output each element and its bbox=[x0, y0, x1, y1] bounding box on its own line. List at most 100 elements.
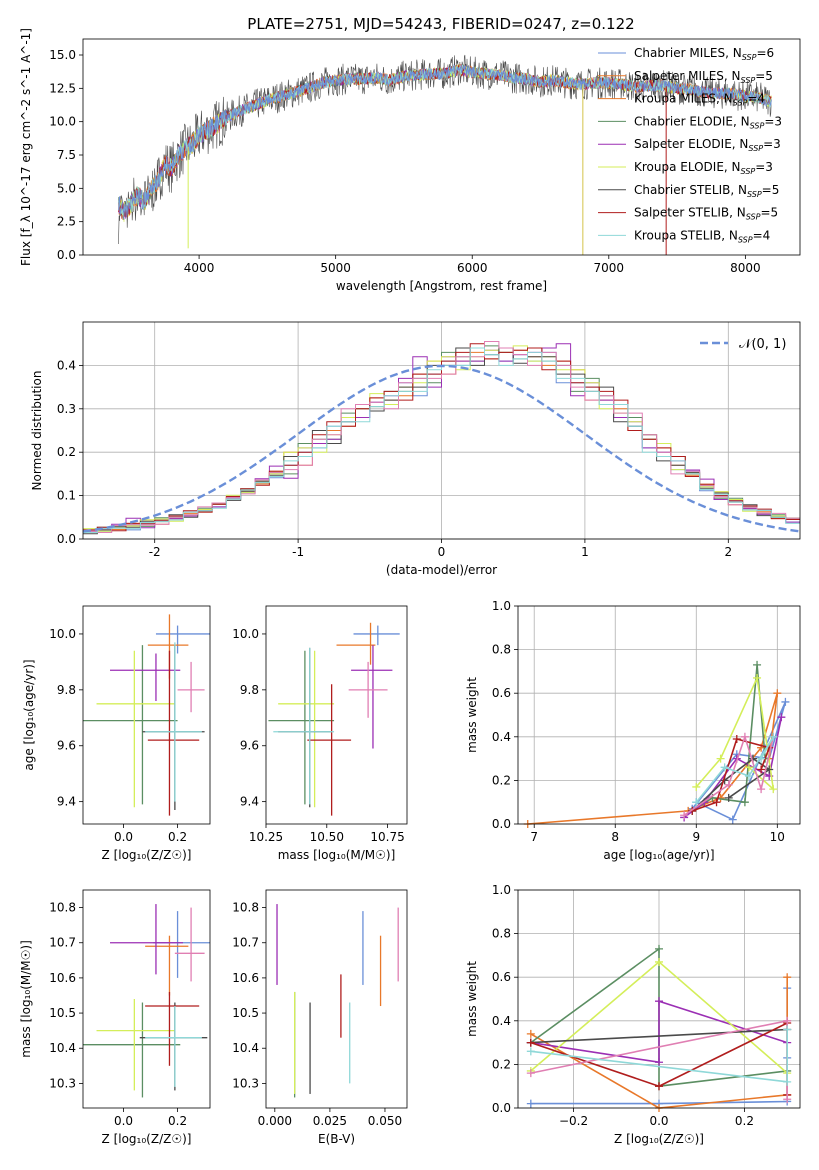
weight-marker bbox=[740, 732, 749, 741]
weight-marker bbox=[720, 763, 729, 772]
y-tick-label: 10.5 bbox=[49, 1006, 76, 1020]
y-tick-label: 9.4 bbox=[240, 795, 259, 809]
weight-marker bbox=[769, 785, 778, 794]
weight-marker bbox=[769, 732, 778, 741]
y-tick-label: 10.6 bbox=[232, 971, 259, 985]
legend-label: Salpeter ELODIE, NSSP=3 bbox=[634, 137, 781, 153]
weight-marker bbox=[753, 660, 762, 669]
axes-frame bbox=[517, 889, 801, 1109]
legend-label: Salpeter STELIB, NSSP=5 bbox=[634, 206, 778, 222]
y-tick-label: 0.1 bbox=[57, 489, 76, 503]
y-tick-label: 0.6 bbox=[492, 686, 511, 700]
x-tick-label: 0.0 bbox=[649, 1114, 668, 1128]
y-tick-label: 0.0 bbox=[492, 1101, 511, 1115]
weight-marker bbox=[655, 997, 663, 1006]
weight-marker bbox=[744, 763, 753, 772]
y-tick-label: 9.6 bbox=[57, 739, 76, 753]
x-tick-label: 10 bbox=[770, 830, 785, 844]
legend-label: 𝒩(0, 1) bbox=[739, 337, 786, 352]
y-axis-label: mass weight bbox=[465, 961, 479, 1037]
normal-curve bbox=[83, 364, 800, 533]
y-tick-label: 0.0 bbox=[492, 817, 511, 831]
weight-marker bbox=[783, 973, 792, 982]
spectrum-panel: 4000 5000 6000 7000 8000 0.0 2.5 5.0 7.5 10.0 12.5… bbox=[19, 28, 801, 293]
x-tick-label: -2 bbox=[149, 545, 161, 559]
legend-label: Chabrier STELIB, NSSP=5 bbox=[634, 183, 779, 199]
y-tick-label: 0.6 bbox=[492, 970, 511, 984]
y-tick-label: 10.4 bbox=[232, 1041, 259, 1055]
spectrum-line bbox=[118, 64, 772, 220]
x-tick-label: 6000 bbox=[457, 261, 488, 275]
massweight-vs-age-panel: 7 8 9 10 0.0 0.2 0.4 0.6 0.8 1.0 age [log₁₀(age/yr… bbox=[465, 599, 801, 862]
weight-marker bbox=[783, 1016, 792, 1025]
weight-marker bbox=[655, 1058, 663, 1067]
weight-line bbox=[530, 1000, 788, 1064]
histogram-step bbox=[83, 343, 800, 532]
x-axis-label: (data-model)/error bbox=[386, 563, 497, 577]
x-axis-label: Z [log₁₀(Z/Z☉)] bbox=[614, 1132, 704, 1146]
histogram-step bbox=[83, 347, 800, 533]
weight-marker bbox=[781, 697, 790, 706]
weight-marker bbox=[526, 1069, 535, 1078]
axes-frame bbox=[82, 889, 211, 1109]
weight-marker bbox=[777, 713, 786, 722]
figure-title: PLATE=2751, MJD=54243, FIBERID=0247, z=0… bbox=[247, 15, 634, 33]
y-tick-label: 10.4 bbox=[49, 1041, 76, 1055]
residuals-panel: -2 -1 0 1 2 0.0 0.1 0.2 0.3 0.4 (data-model)/error… bbox=[30, 321, 801, 577]
y-tick-label: 10.0 bbox=[232, 627, 259, 641]
axes-frame bbox=[265, 605, 408, 825]
y-tick-label: 15.0 bbox=[49, 48, 76, 62]
x-tick-label: 0.050 bbox=[368, 1114, 402, 1128]
x-tick-label: 10.75 bbox=[370, 830, 404, 844]
y-tick-label: 10.3 bbox=[49, 1076, 76, 1090]
y-axis-label: Normed distribution bbox=[30, 371, 44, 491]
weight-marker bbox=[740, 798, 749, 807]
y-tick-label: 0.0 bbox=[57, 248, 76, 262]
weight-marker bbox=[744, 772, 753, 781]
mass-vs-metallicity-panel: 0.0 0.2 10.3 10.4 10.5 10.6 10.7 10.8 Z [log₁₀(Z… bbox=[19, 889, 211, 1146]
weight-marker bbox=[716, 754, 725, 763]
y-tick-label: 0.4 bbox=[492, 1014, 511, 1028]
x-tick-label: 4000 bbox=[184, 261, 215, 275]
age-vs-mass-panel: 10.25 10.50 10.75 9.4 9.6 9.8 10.0 mass [log₁₀(… bbox=[232, 605, 408, 862]
x-tick-label: 0.2 bbox=[168, 830, 187, 844]
y-axis-label: Flux [f_λ 10^-17 erg cm^-2 s^-1 A^-1] bbox=[19, 28, 33, 266]
axes-frame bbox=[82, 321, 801, 540]
x-tick-label: 10.50 bbox=[310, 830, 344, 844]
x-tick-label: 0.0 bbox=[114, 830, 133, 844]
legend-label: Salpeter MILES, NSSP=5 bbox=[634, 69, 773, 85]
legend-label: Kroupa STELIB, NSSP=4 bbox=[634, 228, 770, 244]
x-tick-label: 9 bbox=[692, 830, 700, 844]
y-tick-label: 10.3 bbox=[232, 1076, 259, 1090]
legend-label: Kroupa MILES, NSSP=4 bbox=[634, 92, 765, 108]
weight-marker bbox=[783, 1095, 792, 1104]
y-tick-label: 9.6 bbox=[240, 739, 259, 753]
y-axis-label: mass [log₁₀(M/M☉)] bbox=[19, 940, 33, 1058]
weight-marker bbox=[757, 785, 766, 794]
y-axis-label: mass weight bbox=[465, 677, 479, 753]
x-tick-label: 0.000 bbox=[258, 1114, 292, 1128]
y-tick-label: 0.2 bbox=[57, 445, 76, 459]
y-tick-label: 1.0 bbox=[492, 599, 511, 613]
weight-line bbox=[530, 1028, 788, 1044]
y-tick-label: 0.4 bbox=[492, 730, 511, 744]
x-axis-label: Z [log₁₀(Z/Z☉)] bbox=[102, 1132, 192, 1146]
x-tick-label: 7 bbox=[530, 830, 538, 844]
weight-marker bbox=[757, 765, 766, 774]
y-tick-label: 0.3 bbox=[57, 402, 76, 416]
y-tick-label: 12.5 bbox=[49, 81, 76, 95]
weight-marker bbox=[526, 1029, 535, 1038]
weight-marker bbox=[692, 798, 701, 807]
age-vs-metallicity-panel: 0.0 0.2 9.4 9.6 9.8 10.0 Z [log₁₀(Z/Z☉)] age [l… bbox=[22, 605, 211, 862]
legend-label: Chabrier MILES, NSSP=6 bbox=[634, 46, 774, 62]
y-tick-label: 0.2 bbox=[492, 773, 511, 787]
y-axis-label: age [log₁₀(age/yr)] bbox=[22, 659, 36, 770]
x-tick-label: 0.025 bbox=[313, 1114, 347, 1128]
y-tick-label: 10.0 bbox=[49, 627, 76, 641]
y-tick-label: 0.0 bbox=[57, 532, 76, 546]
weight-marker bbox=[757, 754, 766, 763]
x-tick-label: 7000 bbox=[594, 261, 625, 275]
y-tick-label: 0.2 bbox=[492, 1057, 511, 1071]
legend-label: Chabrier ELODIE, NSSP=3 bbox=[634, 114, 782, 130]
